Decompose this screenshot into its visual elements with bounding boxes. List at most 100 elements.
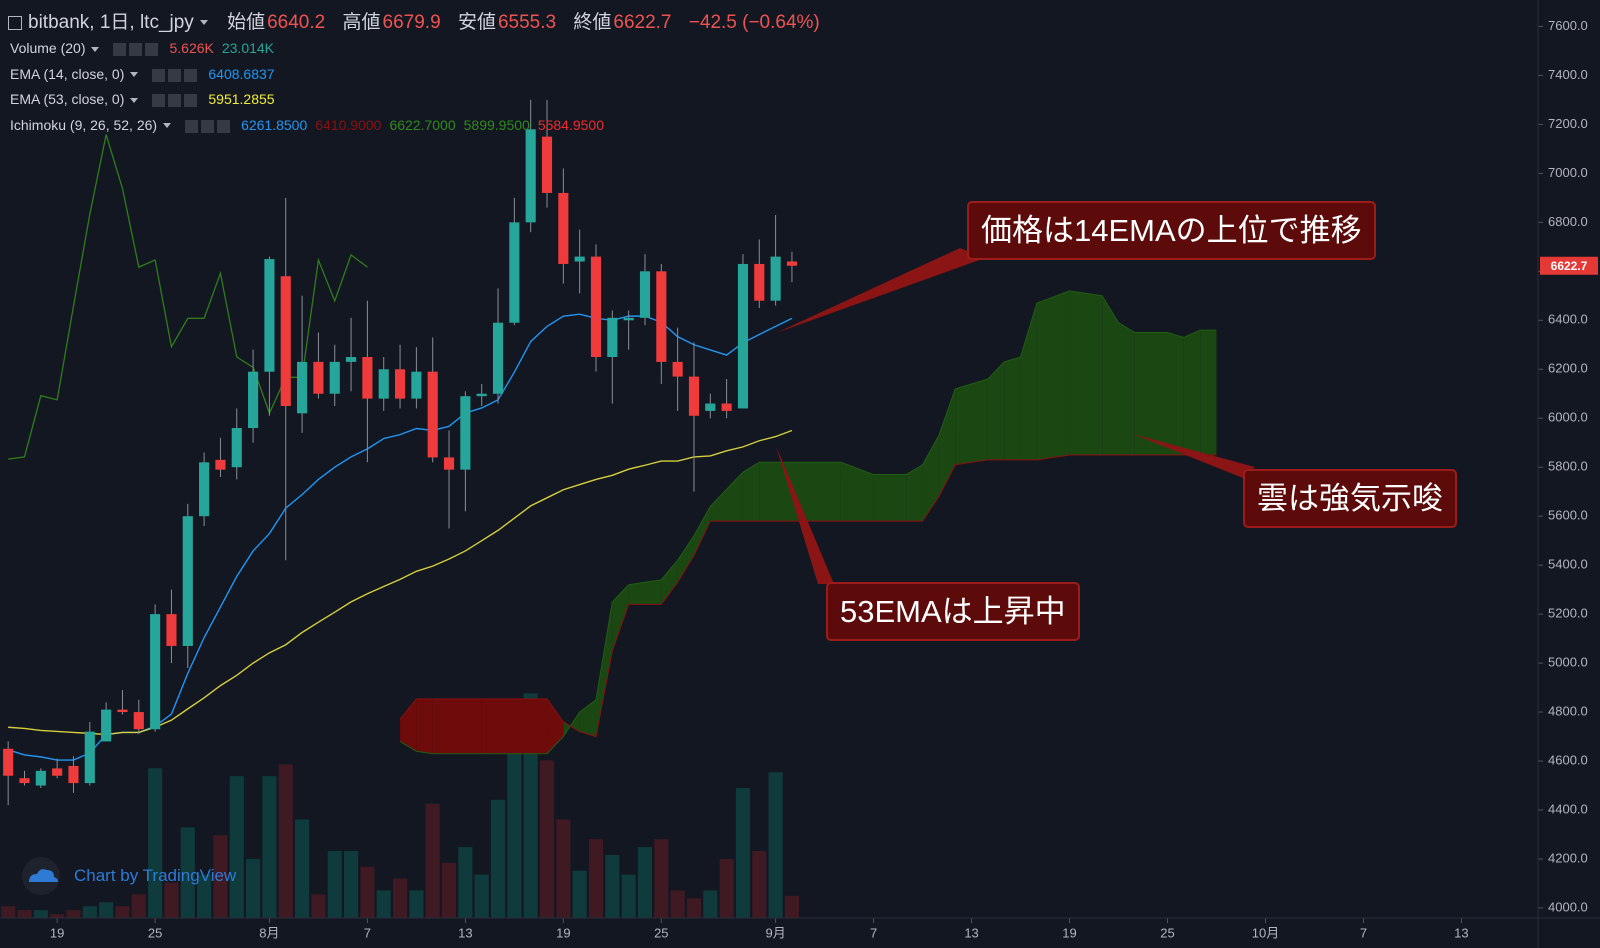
cloud-fill [922,435,939,522]
volume-bar [768,772,783,918]
settings-icon[interactable] [129,43,143,57]
ohlc-value: 6640.2 [267,12,326,33]
cloud-fill [661,560,678,605]
legend-value: 6410.9000 [315,116,382,133]
legend-value: 5584.9500 [537,116,605,133]
cloud-fill [710,472,743,522]
y-tick-label: 6200.0 [1548,361,1588,376]
volume-bar [33,910,48,918]
eye-icon[interactable] [152,94,166,108]
dropdown-caret[interactable] [130,72,139,78]
volume-bar [654,839,669,918]
volume-bar [213,835,228,918]
y-tick-label: 4800.0 [1548,704,1588,719]
volume-bar [115,906,130,918]
legend-value: 6408.6837 [208,65,275,82]
eye-icon[interactable] [113,43,127,57]
candle-body [672,361,683,377]
lagging-span [8,134,368,460]
remove-icon[interactable] [184,68,198,82]
candle-body [150,614,161,730]
dropdown-caret[interactable] [91,46,100,52]
volume-bar [131,894,146,918]
volume-bar [229,776,244,918]
volume-bar [99,902,114,918]
candle-body [590,256,602,358]
volume-bar [164,882,179,918]
eye-icon[interactable] [152,68,166,82]
volume-bar [556,819,571,918]
candle-body [525,129,536,223]
volume-bar [425,803,440,918]
volume-bar [441,862,457,918]
settings-icon[interactable] [168,94,182,108]
legend-label: Volume (20) [10,40,86,56]
y-tick-label: 6000.0 [1548,410,1588,425]
dropdown-caret[interactable] [130,97,139,103]
cloud-fill [416,698,433,754]
candle-body [411,371,422,399]
cloud-fill [906,464,923,522]
remove-icon[interactable] [145,43,159,57]
cloud-fill [955,379,988,465]
candle-body [3,748,14,776]
cloud-fill [1036,290,1070,460]
cloud-fill [840,462,874,522]
volume-bar [605,854,620,918]
dropdown-caret[interactable] [199,20,208,26]
candle-body [623,317,634,321]
candle-body [52,768,63,776]
legend-row: Ichimoku (9, 26, 52, 26) 6261.8500 6410.90… [10,113,604,139]
legend-value: 6261.8500 [241,116,308,133]
legend-value: 5.626K [169,40,214,56]
y-tick-label: 7000.0 [1548,165,1588,180]
volume-bar [311,894,326,918]
candle-body [215,459,226,470]
candle-layer [3,99,798,806]
volume-bar [752,851,767,918]
volume-bar [458,847,473,918]
remove-icon[interactable] [217,119,231,133]
annotation: 53EMAは上昇中 [826,582,1080,641]
remove-icon[interactable] [184,94,198,108]
collapse-icon[interactable] [8,15,22,30]
symbol-title[interactable]: bitbank, 1日, ltc_jpy [28,12,194,33]
volume-bar [637,847,653,918]
candle-body [68,765,79,784]
dropdown-caret[interactable] [163,123,172,129]
cloud-fill [1069,290,1103,455]
legend-row: Volume (20) 5.626K 23.014K [10,36,604,62]
candle-body [737,263,749,409]
x-tick-label: 19 [50,925,64,940]
last-price-box [1540,256,1598,275]
x-tick-label: 7 [1360,925,1367,940]
watermark-icon [29,869,58,882]
cloud-fill [1183,330,1201,455]
x-tick-label: 25 [148,925,162,940]
candle-body [346,357,357,362]
candle-body [476,393,487,397]
candle-body [786,261,798,266]
x-tick-label: 19 [556,925,570,940]
settings-icon[interactable] [201,119,215,133]
settings-icon[interactable] [168,68,182,82]
eye-icon[interactable] [185,119,199,133]
candle-body [35,770,46,786]
cloud-fill [432,698,482,754]
volume-bar [1,906,16,918]
volume-bar [148,768,163,918]
legend-icons [152,62,200,88]
candle-body [117,709,128,713]
y-tick-label: 5800.0 [1548,459,1588,474]
candle-body [280,276,291,406]
volume-bar [539,760,555,918]
ohlc-label: 安値 [457,12,496,33]
watermark[interactable]: Chart by TradingView [74,866,237,885]
x-tick-label: 13 [964,925,978,940]
candle-body [166,614,177,646]
x-tick-label: 7 [870,925,877,940]
ohlc-label: 終値 [573,12,612,33]
cloud-fill [693,506,711,556]
volume-bar [621,874,636,918]
cloud-fill [1200,330,1217,455]
